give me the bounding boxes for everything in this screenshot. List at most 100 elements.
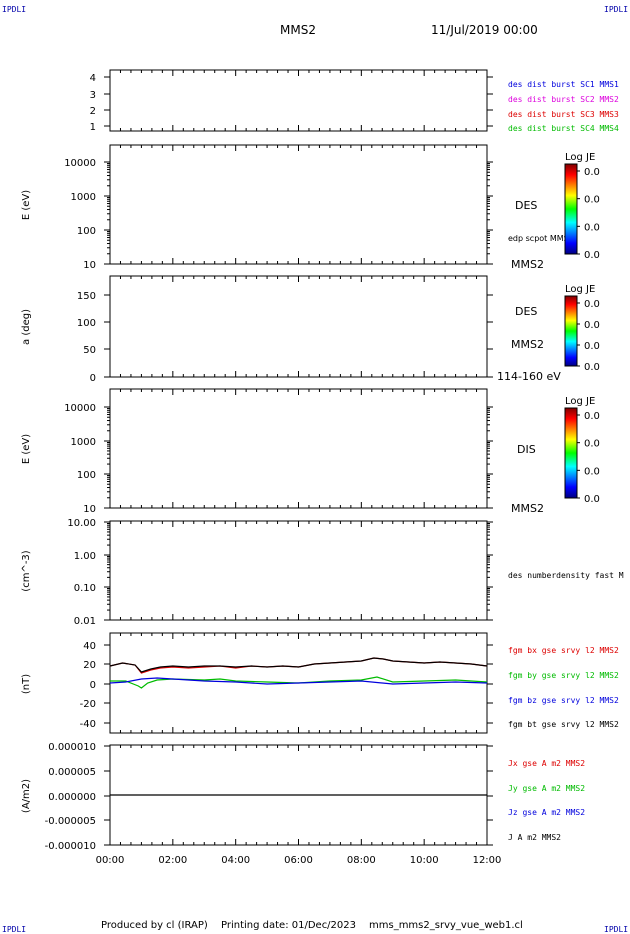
panel-right-label: MMS2 — [511, 502, 544, 515]
colorbar-tick-label: 0.0 — [584, 439, 600, 450]
colorbar: Log JE 0.0 0.0 0.0 0.0 — [564, 396, 600, 505]
y-tick-label: -20 — [80, 699, 96, 710]
colorbar-tick-label: 0.0 — [584, 222, 600, 233]
legend-entry: Jz gse A m2 MMS2 — [508, 808, 585, 817]
y-tick-label: 1.00 — [74, 551, 96, 562]
figure-title: MMS2 — [280, 23, 316, 37]
colorbar-title: Log JE — [565, 152, 595, 163]
colorbar-tick-label: 0.0 — [584, 320, 600, 331]
panel-right-label: DES — [515, 199, 537, 212]
x-tick-label: 12:00 — [473, 855, 502, 866]
y-tick-label: 2 — [90, 106, 96, 117]
legend-entry: fgm by gse srvy l2 MMS2 — [508, 671, 619, 680]
y-tick-label: -0.000005 — [45, 816, 96, 827]
panel-density: 10.00 1.00 0.10 0.01 (cm^-3) des numberdensit… — [21, 518, 624, 627]
panel-right-label: MMS2 — [511, 258, 544, 271]
y-tick-label: 40 — [83, 641, 96, 652]
colorbar-scale — [564, 407, 578, 499]
y-axis-label: (cm^-3) — [21, 550, 32, 591]
panel-frame — [109, 69, 488, 132]
x-tick-label: 08:00 — [347, 855, 376, 866]
y-tick-label: 0.01 — [74, 616, 96, 627]
colorbar-scale — [564, 163, 578, 255]
colorbar: Log JE 0.0 0.0 0.0 0.0 — [564, 152, 600, 261]
y-axis-label: (A/m2) — [21, 779, 32, 813]
legend-entry: fgm bx gse srvy l2 MMS2 — [508, 646, 619, 655]
legend-entry: fgm bz gse srvy l2 MMS2 — [508, 696, 619, 705]
panel-right-label: DES — [515, 305, 537, 318]
series-line — [110, 676, 488, 689]
y-tick-label: -0.000010 — [45, 841, 96, 852]
footer-producer: Produced by cl (IRAP) — [101, 920, 208, 931]
series-line — [109, 657, 488, 674]
colorbar-tick-label: 0.0 — [584, 466, 600, 477]
x-tick-label: 02:00 — [158, 855, 187, 866]
y-tick-label: 1000 — [71, 437, 96, 448]
colorbar-tick-label: 0.0 — [584, 341, 600, 352]
y-axis-label: E (eV) — [21, 434, 32, 464]
colorbar-title: Log JE — [565, 396, 595, 407]
panels: 4 3 2 1 des dist burst SC1 MMS1 des dist burs… — [21, 69, 624, 866]
series-line — [109, 657, 488, 673]
y-tick-label: 20 — [83, 660, 96, 671]
y-tick-label: 0.000000 — [48, 792, 96, 803]
y-axis-label: E (eV) — [21, 190, 32, 220]
y-tick-label: 0.10 — [74, 583, 96, 594]
legend-entry: des dist burst SC1 MMS1 — [508, 80, 619, 89]
panel-right-label: MMS2 — [511, 338, 544, 351]
corner-mark-top-right: IPDLI — [604, 5, 628, 14]
panel-right-label: DIS — [517, 443, 536, 456]
y-tick-label: 10 — [83, 504, 96, 515]
colorbar-tick-label: 0.0 — [584, 411, 600, 422]
corner-mark-bottom-right: IPDLI — [604, 925, 628, 934]
y-axis-label: a (deg) — [21, 309, 32, 345]
colorbar: Log JE 0.0 0.0 0.0 0.0 — [564, 284, 600, 373]
y-tick-label: -40 — [80, 719, 96, 730]
panel-right-label: edp scpot MMS2 — [508, 234, 574, 243]
corner-mark-top-left: IPDLI — [2, 5, 26, 14]
legend-entry: Jx gse A m2 MMS2 — [508, 759, 585, 768]
colorbar-tick-label: 0.0 — [584, 299, 600, 310]
panel-frame — [109, 520, 488, 621]
legend-entry: des dist burst SC3 MMS3 — [508, 110, 619, 119]
series-line — [109, 677, 488, 685]
colorbar-tick-label: 0.0 — [584, 494, 600, 505]
panel-spacecraft: 4 3 2 1 des dist burst SC1 MMS1 des dist burs… — [90, 69, 619, 133]
y-tick-label: 1000 — [71, 192, 96, 203]
y-tick-label: 4 — [90, 73, 96, 84]
colorbar-tick-label: 0.0 — [584, 362, 600, 373]
y-tick-label: 0.000005 — [48, 767, 96, 778]
panel-frame — [109, 275, 488, 378]
y-tick-label: 10.00 — [67, 518, 96, 529]
panel-frame — [109, 144, 488, 265]
panel-des-energy: 10000 1000 100 10 E (eV) DES edp scpot MMS2 MMS… — [21, 144, 574, 271]
legend-entry: des numberdensity fast M — [508, 571, 624, 580]
x-tick-label: 00:00 — [96, 855, 125, 866]
y-tick-label: 50 — [83, 345, 96, 356]
figure-datetime: 11/Jul/2019 00:00 — [431, 23, 538, 37]
legend-entry: J A m2 MMS2 — [508, 833, 561, 842]
colorbar-tick-label: 0.0 — [584, 167, 600, 178]
y-tick-label: 0 — [90, 680, 96, 691]
y-tick-label: 100 — [77, 470, 96, 481]
y-tick-label: 1 — [90, 122, 96, 133]
panel-frame — [109, 388, 488, 509]
y-tick-label: 3 — [90, 90, 96, 101]
x-tick-label: 10:00 — [410, 855, 439, 866]
x-tick-label: 06:00 — [284, 855, 313, 866]
legend-entry: fgm bt gse srvy l2 MMS2 — [508, 720, 619, 729]
footer-printing-date: Printing date: 01/Dec/2023 — [221, 920, 356, 931]
panel-des-pitch: 150 100 50 0 a (deg) DES MMS2 114-160 eV — [21, 275, 561, 384]
legend-entry: des dist burst SC4 MMS4 — [508, 124, 619, 133]
y-tick-label: 10000 — [64, 158, 96, 169]
y-tick-label: 100 — [77, 318, 96, 329]
y-tick-label: 100 — [77, 226, 96, 237]
corner-mark-bottom-left: IPDLI — [2, 925, 26, 934]
y-tick-label: 10 — [83, 260, 96, 271]
panel-magnetic-field: 40 20 0 -20 -40 (nT) fgm bx gse srvy l2 MMS2 fg… — [21, 632, 619, 734]
x-tick-label: 04:00 — [221, 855, 250, 866]
panel-current-density: 0.000010 0.000005 0.000000 -0.000005 -0.0000… — [21, 742, 585, 866]
colorbar-scale — [564, 295, 578, 367]
panel-dis-energy: 10000 1000 100 10 E (eV) DIS MMS2 — [21, 388, 544, 515]
colorbar-tick-label: 0.0 — [584, 195, 600, 206]
